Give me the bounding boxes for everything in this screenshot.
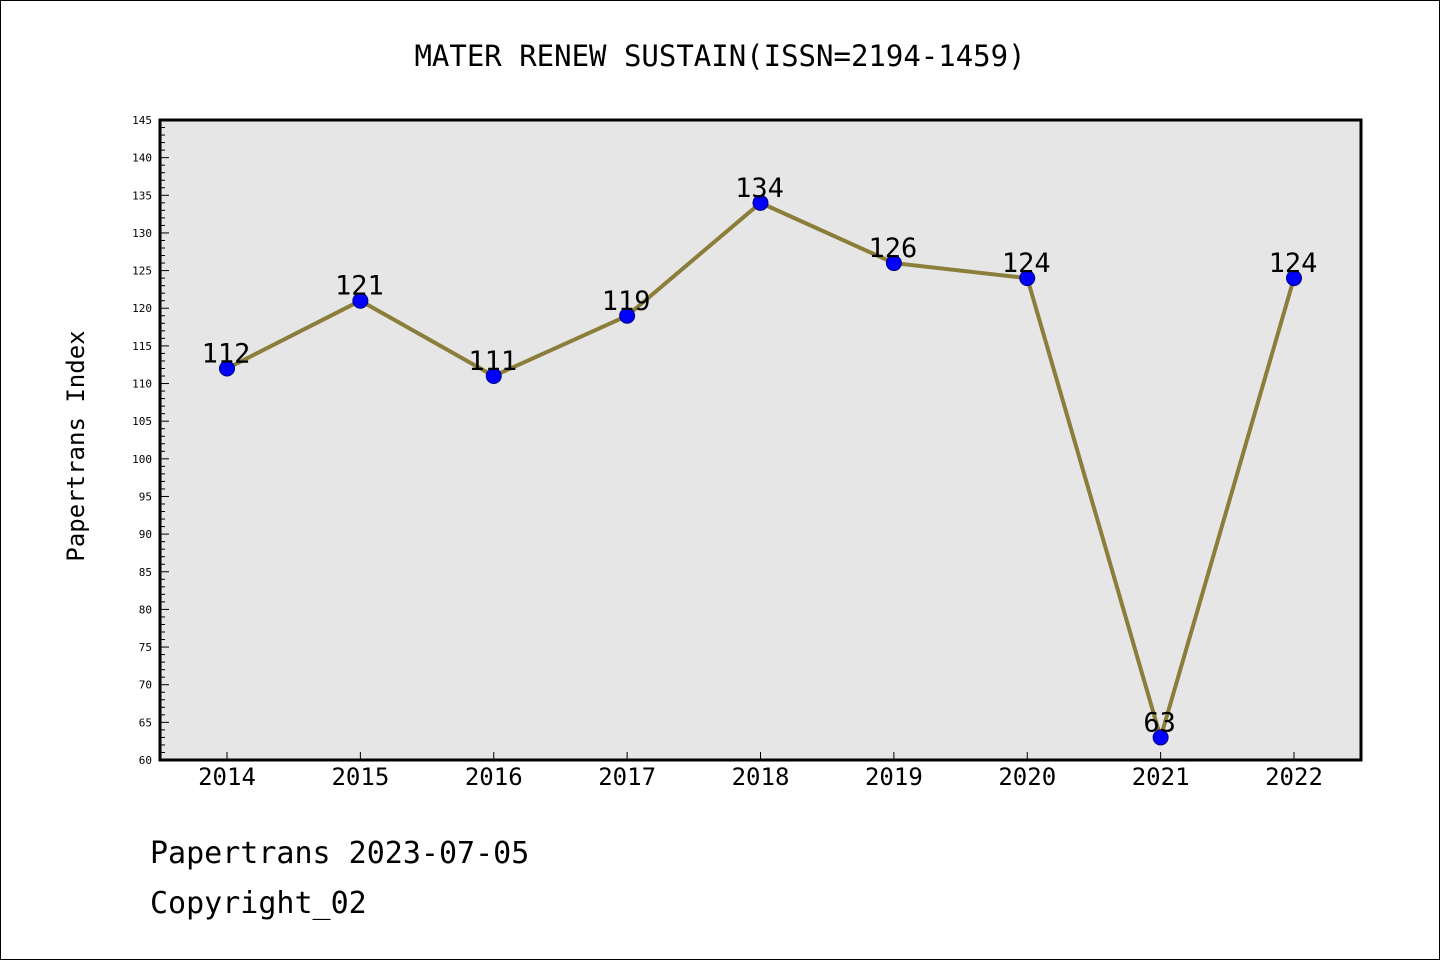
x-tick-label: 2014 (198, 763, 256, 791)
y-tick-label: 75 (139, 641, 152, 654)
data-label: 121 (335, 271, 384, 302)
y-axis-ticks: 60 65 70 75 80 85 90 95 100 105 110 115 120 125 130 135… (132, 114, 169, 767)
y-tick-label: 65 (139, 716, 152, 729)
data-point (1152, 729, 1169, 746)
x-tick-label: 2017 (598, 763, 656, 791)
y-tick-label: 85 (139, 566, 152, 579)
chart-title: MATER RENEW SUSTAIN(ISSN=2194-1459) (414, 39, 1025, 73)
y-tick-label: 80 (139, 603, 152, 616)
data-label: 111 (468, 346, 517, 377)
data-point (352, 292, 369, 309)
footer-date-line: Papertrans 2023-07-05 (150, 836, 530, 871)
y-tick-label: 135 (132, 189, 152, 202)
y-tick-label: 145 (132, 114, 152, 127)
data-point (485, 368, 502, 384)
plot-area (158, 118, 1363, 762)
x-tick-label: 2019 (865, 763, 923, 791)
data-point (219, 360, 235, 377)
x-tick-label: 2018 (732, 763, 790, 791)
data-label: 124 (1269, 248, 1318, 279)
data-label: 112 (202, 338, 251, 369)
y-tick-label: 140 (132, 152, 152, 165)
x-tick-label: 2020 (998, 763, 1056, 791)
x-tick-label: 2021 (1132, 763, 1190, 791)
y-tick-label: 105 (132, 415, 152, 428)
series-point-group (219, 194, 1302, 746)
data-label: 134 (735, 173, 784, 204)
y-tick-label: 115 (132, 340, 152, 353)
data-label: 124 (1002, 248, 1051, 279)
y-tick-label: 60 (139, 754, 152, 767)
data-point (1286, 270, 1302, 287)
data-point (752, 194, 769, 211)
data-label: 119 (602, 286, 651, 317)
data-point (619, 307, 636, 324)
data-label: 126 (868, 233, 917, 264)
data-label-group: 112 121 111 119 134 126 124 63 124 (202, 173, 1318, 739)
x-tick-label: 2015 (331, 763, 389, 791)
y-tick-label: 125 (132, 265, 152, 278)
data-point (1019, 270, 1036, 287)
y-tick-label: 120 (132, 302, 152, 315)
x-tick-label: 2016 (465, 763, 523, 791)
data-point (885, 255, 902, 272)
y-tick-label: 95 (139, 490, 152, 503)
x-tick-label: 2022 (1265, 763, 1323, 791)
y-tick-label: 110 (132, 378, 152, 391)
y-axis-label: Papertrans Index (62, 330, 90, 561)
data-label: 63 (1143, 707, 1176, 738)
y-tick-label: 130 (132, 227, 152, 240)
y-tick-label: 90 (139, 528, 152, 541)
y-tick-label: 100 (132, 453, 152, 466)
y-tick-label: 70 (139, 679, 152, 692)
footer-copyright: Copyright_02 (150, 886, 367, 921)
x-axis-ticks: 2014 2015 2016 2017 2018 2019 2020 2021 2022 (198, 752, 1323, 791)
